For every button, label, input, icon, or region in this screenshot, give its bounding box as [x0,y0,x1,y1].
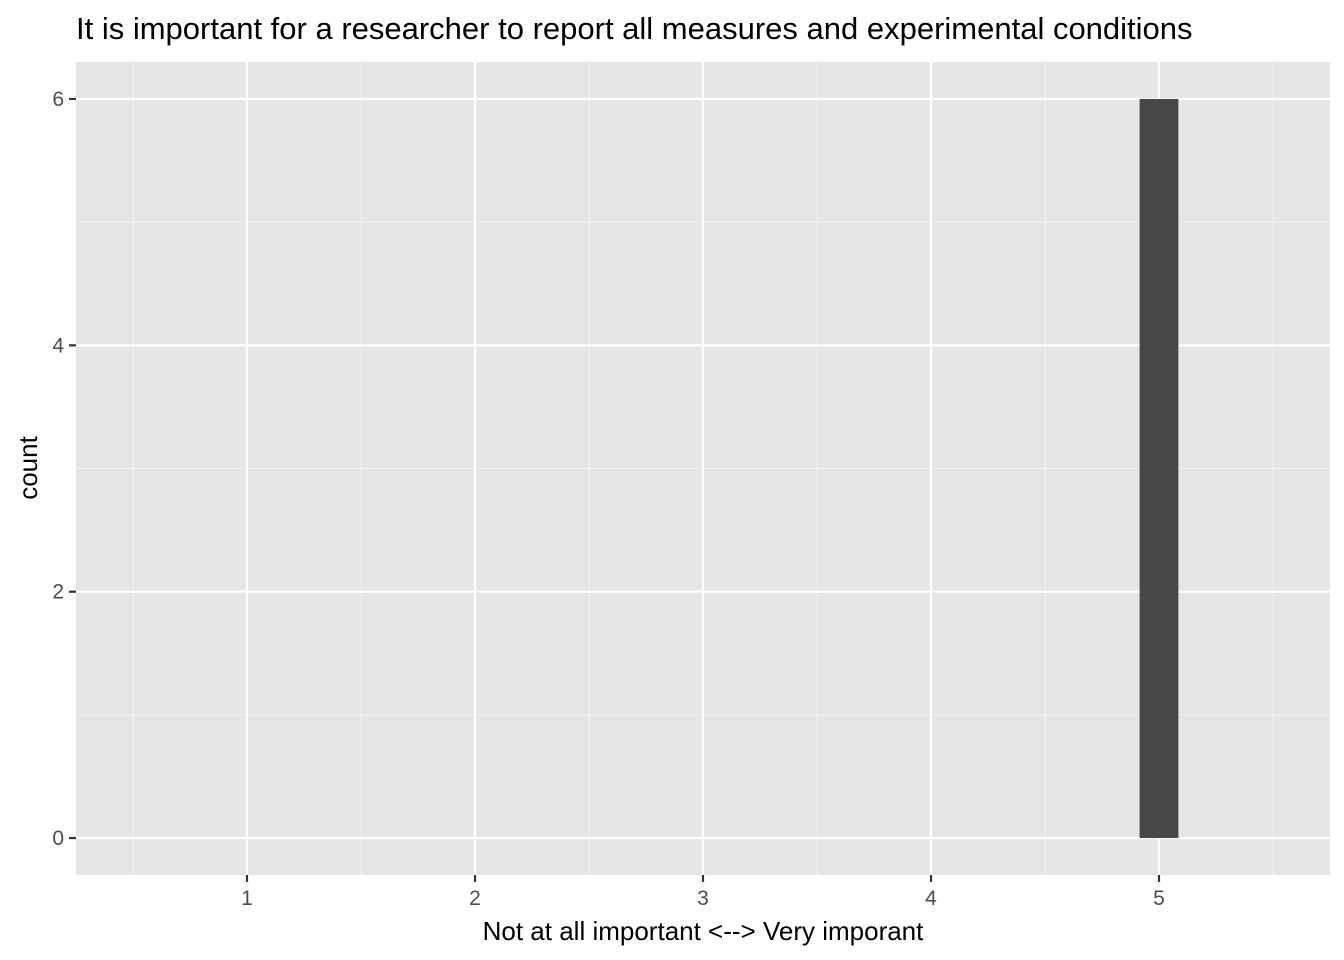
x-axis-ticks: 1 2 3 4 5 [241,875,1165,910]
x-tick-label: 4 [925,887,937,910]
y-tick-label: 4 [52,334,64,357]
x-axis-title: Not at all important <--> Very imporant [483,916,925,946]
y-tick-label: 2 [52,581,64,604]
bar-5 [1139,98,1179,839]
y-tick-label: 6 [52,88,64,111]
bars [1139,98,1179,839]
minor-gridlines [76,62,1330,875]
y-axis-ticks: 0 2 4 6 [52,88,76,850]
x-tick-label: 2 [469,887,481,910]
chart-title: It is important for a researcher to repo… [76,11,1193,46]
x-tick-label: 1 [241,887,253,910]
x-tick-label: 5 [1153,887,1165,910]
y-tick-label: 0 [52,827,64,850]
y-axis-title: count [13,435,43,499]
x-tick-label: 3 [697,887,709,910]
